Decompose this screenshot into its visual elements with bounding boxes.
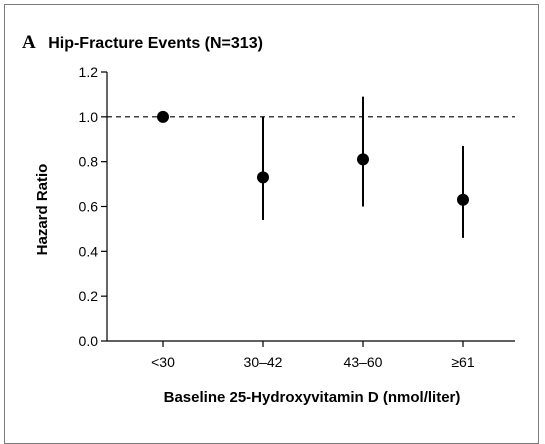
- figure-frame: [4, 4, 539, 444]
- x-tick-label: <30: [151, 354, 175, 370]
- x-tick-label: 43–60: [344, 354, 383, 370]
- x-tick-label: ≥61: [451, 354, 474, 370]
- x-axis-title: Baseline 25-Hydroxyvitamin D (nmol/liter…: [164, 389, 461, 406]
- y-axis-title: Hazard Ratio: [34, 164, 51, 256]
- panel-letter: A: [22, 32, 36, 53]
- x-axis: <30 30–42 43–60 ≥61: [107, 340, 515, 370]
- data-point: [157, 110, 169, 123]
- y-tick-label: 0.8: [79, 154, 99, 170]
- y-tick-label: 0.4: [79, 243, 99, 259]
- data-point: [457, 193, 469, 206]
- data-point: [257, 171, 269, 184]
- x-tick-label: 30–42: [244, 354, 283, 370]
- y-tick-label: 1.0: [79, 109, 99, 125]
- data-point: [357, 153, 369, 166]
- chart-title: Hip-Fracture Events (N=313): [48, 35, 263, 52]
- y-tick-label: 0.0: [79, 333, 99, 349]
- y-tick-label: 0.6: [79, 199, 99, 215]
- y-tick-label: 1.2: [79, 64, 99, 80]
- y-tick-label: 0.2: [79, 288, 99, 304]
- data-marks: [157, 96, 469, 238]
- y-axis: 0.0 0.2 0.4 0.6 0.8 1.0 1.2: [79, 64, 108, 349]
- panel-header: A Hip-Fracture Events (N=313): [22, 32, 263, 54]
